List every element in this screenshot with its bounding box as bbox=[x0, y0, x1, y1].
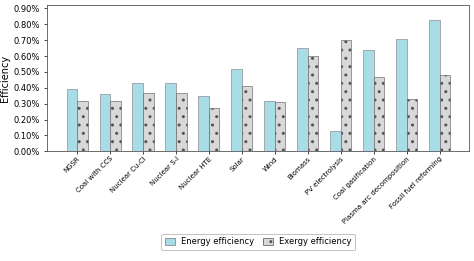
Bar bbox=[198, 96, 209, 151]
Bar bbox=[374, 77, 384, 151]
Bar bbox=[308, 56, 319, 151]
Bar bbox=[143, 93, 154, 151]
Bar bbox=[209, 109, 219, 151]
Bar bbox=[264, 100, 275, 151]
Bar bbox=[100, 94, 110, 151]
Bar bbox=[165, 83, 176, 151]
Bar bbox=[231, 69, 242, 151]
Bar bbox=[407, 99, 417, 151]
Bar bbox=[363, 50, 374, 151]
Bar bbox=[66, 90, 77, 151]
Bar bbox=[77, 100, 88, 151]
Legend: Energy efficiency, Exergy efficiency: Energy efficiency, Exergy efficiency bbox=[161, 234, 356, 250]
Bar bbox=[242, 86, 252, 151]
Bar bbox=[396, 39, 407, 151]
Bar bbox=[132, 83, 143, 151]
Y-axis label: Efficiency: Efficiency bbox=[0, 55, 10, 102]
Bar bbox=[429, 20, 439, 151]
Bar bbox=[110, 100, 120, 151]
Bar bbox=[330, 131, 341, 151]
Bar bbox=[297, 48, 308, 151]
Bar bbox=[176, 93, 186, 151]
Bar bbox=[275, 102, 285, 151]
Bar bbox=[341, 40, 351, 151]
Bar bbox=[439, 75, 450, 151]
